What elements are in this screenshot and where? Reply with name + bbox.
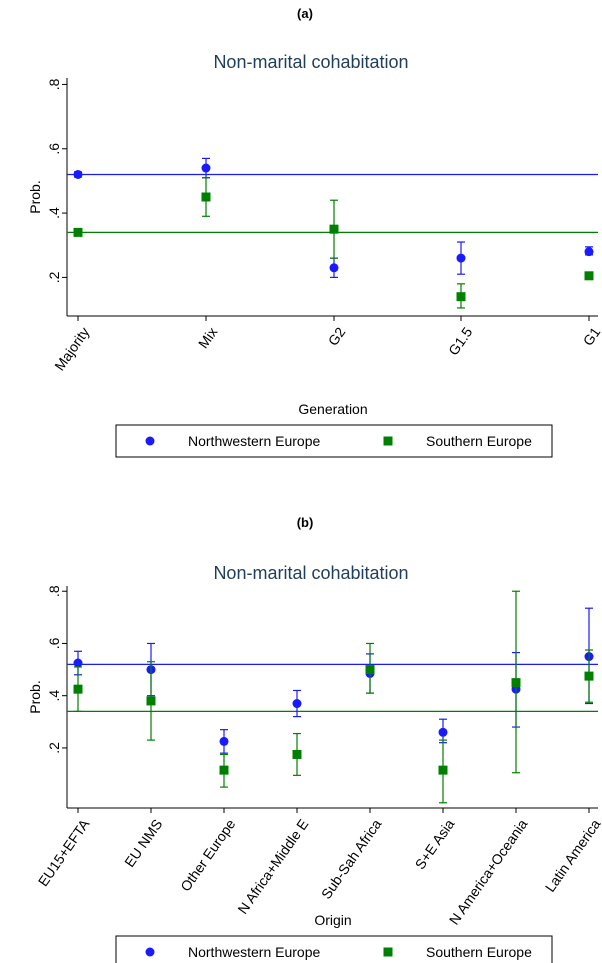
x-tick-label: N America+Oceania xyxy=(446,816,531,928)
y-tick-label: .6 xyxy=(46,143,62,155)
panel-label: (b) xyxy=(297,515,314,530)
legend-marker-northwestern xyxy=(145,436,155,446)
legend-label-southern: Southern Europe xyxy=(426,433,532,449)
data-point-northwestern xyxy=(456,253,466,263)
data-point-southern xyxy=(438,765,448,775)
x-tick-label: EU15+EFTA xyxy=(35,816,93,890)
panel-b: (b) Non-marital cohabitation .2 .4 .6 .8 Prob.… xyxy=(27,515,602,963)
y-tick-label: .8 xyxy=(46,78,62,90)
y-tick-label: .4 xyxy=(46,690,62,702)
x-tick-label: N Africa+Middle E xyxy=(234,816,311,917)
data-point-southern xyxy=(456,292,466,302)
y-tick-label: .8 xyxy=(46,585,62,597)
x-tick-label: Latin America xyxy=(542,816,602,895)
x-tick-label: Majority xyxy=(51,324,92,373)
x-tick-label: Sub-Sah Africa xyxy=(318,816,385,902)
y-axis-label: Prob. xyxy=(27,180,43,213)
x-axis-label: Generation xyxy=(298,401,367,417)
legend-label-northwestern: Northwestern Europe xyxy=(188,433,321,449)
data-point-northwestern xyxy=(584,247,594,257)
panel-a: (a) Non-marital cohabitation .2 .4 .6 .8 Prob.… xyxy=(27,6,602,458)
y-tick-label: .2 xyxy=(46,271,62,283)
chart-title: Non-marital cohabitation xyxy=(213,52,408,72)
data-point-southern xyxy=(584,271,594,281)
x-tick-label: G1.5 xyxy=(445,324,476,358)
legend-marker-southern xyxy=(383,947,393,957)
panel-label: (a) xyxy=(297,6,313,21)
data-point-southern xyxy=(73,227,83,237)
x-tick-label: Mix xyxy=(195,324,221,351)
data-point-southern xyxy=(201,192,211,202)
data-point-southern xyxy=(365,665,375,675)
data-point-southern xyxy=(146,696,156,706)
data-point-northwestern xyxy=(219,736,229,746)
y-axis-label: Prob. xyxy=(27,680,43,713)
y-tick-label: .6 xyxy=(46,637,62,649)
data-point-southern xyxy=(292,749,302,759)
x-tick-label: G2 xyxy=(325,324,349,349)
x-tick-label: Other Europe xyxy=(177,816,238,894)
data-point-northwestern xyxy=(329,263,339,273)
data-point-southern xyxy=(329,224,339,234)
y-tick-label: .4 xyxy=(46,207,62,219)
data-point-northwestern xyxy=(73,169,83,179)
legend-marker-southern xyxy=(383,436,393,446)
data-point-southern xyxy=(584,671,594,681)
data-point-southern xyxy=(511,678,521,688)
legend-box xyxy=(115,424,553,458)
chart-title: Non-marital cohabitation xyxy=(213,563,408,583)
x-tick-label: G1 xyxy=(580,324,602,349)
legend-marker-northwestern xyxy=(145,947,155,957)
data-point-northwestern xyxy=(292,699,302,709)
data-point-northwestern xyxy=(73,658,83,668)
legend-label-southern: Southern Europe xyxy=(426,944,532,960)
x-axis-label: Origin xyxy=(314,912,351,928)
y-tick-label: .2 xyxy=(46,742,62,754)
data-point-northwestern xyxy=(438,727,448,737)
x-tick-label: S+E Asia xyxy=(412,816,458,872)
x-tick-label: EU NMS xyxy=(121,816,165,870)
data-point-northwestern xyxy=(201,163,211,173)
legend-box xyxy=(115,935,553,963)
data-point-southern xyxy=(73,684,83,694)
legend-label-northwestern: Northwestern Europe xyxy=(188,944,321,960)
data-point-southern xyxy=(219,765,229,775)
